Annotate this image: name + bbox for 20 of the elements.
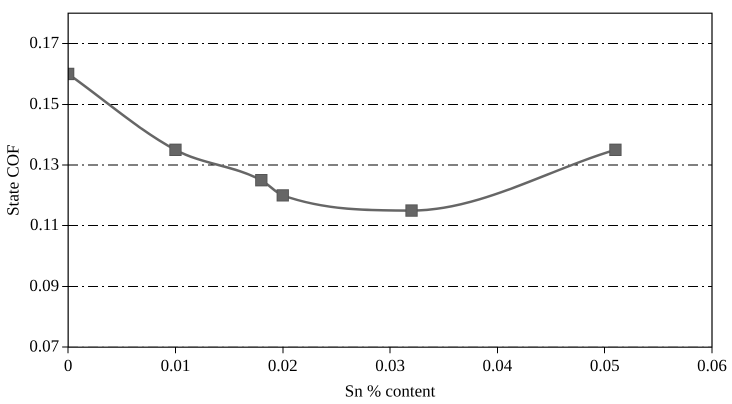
x-axis-title: Sn % content xyxy=(344,381,436,400)
y-tick-label: 0.17 xyxy=(29,33,60,52)
x-tick-label: 0.03 xyxy=(375,356,405,375)
point xyxy=(609,144,622,156)
x-tick-label: 0.05 xyxy=(590,356,620,375)
x-tick-label: 0 xyxy=(64,356,72,375)
y-axis-title: State COF xyxy=(4,144,23,216)
y-tick-label: 0.13 xyxy=(29,154,60,174)
point xyxy=(255,174,268,186)
point xyxy=(405,204,418,217)
y-tick-label: 0.09 xyxy=(29,276,60,295)
y-tick-label: 0.07 xyxy=(29,336,60,356)
point xyxy=(276,189,289,202)
x-tick-label: 0.04 xyxy=(482,356,513,375)
x-tick-label: 0.06 xyxy=(697,356,727,375)
y-tick-label: 0.15 xyxy=(29,94,60,113)
y-tick-label: 0.11 xyxy=(30,215,60,234)
x-tick-label: 0.02 xyxy=(268,356,298,375)
x-tick-label: 0.01 xyxy=(160,356,190,375)
point xyxy=(169,144,182,156)
